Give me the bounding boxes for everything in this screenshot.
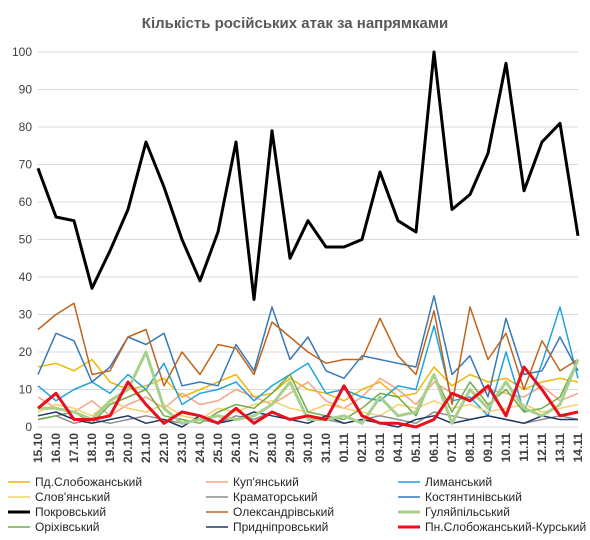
x-tick-label: 26.10 <box>229 433 243 463</box>
y-tick-label: 20 <box>19 345 33 359</box>
x-tick-label: 28.10 <box>265 433 279 463</box>
x-tick-label: 25.10 <box>211 433 225 463</box>
x-tick-label: 16.10 <box>49 433 63 463</box>
x-tick-label: 06.11 <box>427 433 441 463</box>
y-tick-label: 100 <box>12 45 32 59</box>
series-line <box>37 359 579 425</box>
y-tick-label: 80 <box>19 120 33 134</box>
series-line <box>37 411 578 428</box>
y-tick-label: 90 <box>19 83 33 97</box>
series-line <box>37 302 579 406</box>
y-tick-label: 0 <box>25 420 32 434</box>
legend-label: Пн.Слобожанський-Курський <box>425 520 586 534</box>
series-line <box>37 365 579 429</box>
y-tick-label: 10 <box>19 383 33 397</box>
legend-label: Олександрівський <box>233 505 334 519</box>
y-tick-label: 70 <box>19 158 33 172</box>
legend-label: Слов'янський <box>35 490 110 504</box>
x-tick-label: 31.10 <box>319 433 333 463</box>
series-line <box>38 350 580 425</box>
x-tick-label: 03.11 <box>373 433 387 463</box>
legend-label: Куп'янський <box>233 475 299 489</box>
x-tick-label: 10.11 <box>499 433 513 463</box>
x-tick-label: 24.10 <box>193 433 207 463</box>
x-tick-label: 11.11 <box>517 433 531 462</box>
x-tick-label: 02.11 <box>355 433 369 463</box>
y-tick-label: 60 <box>19 195 33 209</box>
y-tick-label: 40 <box>19 270 33 284</box>
x-tick-label: 07.11 <box>445 433 459 463</box>
y-axis: 0 10 20 30 40 50 60 70 80 90 100 <box>12 45 32 434</box>
x-tick-label: 15.10 <box>31 433 45 463</box>
series-lines <box>36 50 580 429</box>
x-axis: 15.10 16.10 17.10 18.10 19.10 20.10 21.10 22.10… <box>31 433 585 463</box>
legend-label: Придніпровський <box>233 520 328 534</box>
legend-label: Костянтинівський <box>425 490 522 504</box>
x-tick-label: 23.10 <box>175 433 189 463</box>
x-tick-label: 01.11 <box>337 433 351 463</box>
legend-label: Лиманський <box>425 475 492 489</box>
y-tick-label: 50 <box>19 233 33 247</box>
legend-label: Оріхівський <box>35 520 100 534</box>
series-line <box>36 50 580 301</box>
x-tick-label: 04.11 <box>391 433 405 463</box>
legend-label: Покровський <box>35 505 106 519</box>
y-tick-label: 30 <box>19 308 33 322</box>
x-tick-label: 27.10 <box>247 433 261 463</box>
x-tick-label: 29.10 <box>283 433 297 463</box>
x-tick-label: 08.11 <box>463 433 477 463</box>
x-tick-label: 05.11 <box>409 433 423 463</box>
x-tick-label: 30.10 <box>301 433 315 463</box>
x-tick-label: 19.10 <box>103 433 117 463</box>
series-line <box>37 377 579 417</box>
legend-label: Гуляйпільський <box>425 505 510 519</box>
x-tick-label: 12.11 <box>535 433 549 463</box>
x-tick-label: 18.10 <box>85 433 99 463</box>
x-tick-label: 20.10 <box>121 433 135 463</box>
x-tick-label: 22.10 <box>157 433 171 463</box>
legend-label: Краматорський <box>233 490 318 504</box>
x-tick-label: 13.11 <box>553 433 567 463</box>
x-tick-label: 17.10 <box>67 433 81 463</box>
x-tick-label: 09.11 <box>481 433 495 463</box>
chart-title: Кількість російських атак за напрямками <box>142 15 448 32</box>
x-tick-label: 14.11 <box>571 433 585 463</box>
x-tick-label: 21.10 <box>139 433 153 463</box>
legend: Пд.Слобожанський Куп'янський Лиманський Сло… <box>8 475 586 534</box>
legend-label: Пд.Слобожанський <box>35 475 142 489</box>
